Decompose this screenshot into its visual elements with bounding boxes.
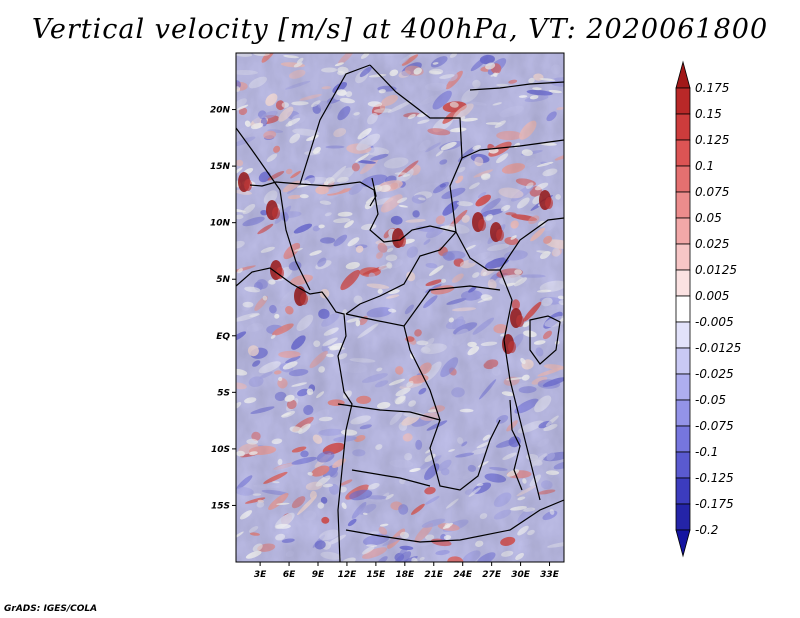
colorbar-swatch xyxy=(675,347,691,375)
lon-tick-label: 30E xyxy=(511,570,531,580)
lat-tick-label: 5N xyxy=(216,275,230,285)
colorbar-swatch xyxy=(675,60,691,89)
colorbar-swatch xyxy=(675,165,691,193)
colorbar-label: -0.05 xyxy=(695,393,726,407)
colorbar: 0.175 0.15 0.125 0.1 0.075 0.05 0.025 0.0125 0.0… xyxy=(675,60,741,558)
colorbar-swatch xyxy=(675,451,691,479)
colorbar-swatch xyxy=(675,399,691,427)
colorbar-swatch xyxy=(675,113,691,141)
map-panel: 20N 15N 10N 5N EQ 5S 10S 15S 3E 6E 9E 12E 15E 18E 21E… xyxy=(210,52,565,580)
lat-tick-label: EQ xyxy=(216,332,230,342)
colorbar-label: 0.1 xyxy=(695,159,714,173)
colorbar-label: -0.075 xyxy=(695,419,734,433)
colorbar-swatch xyxy=(675,295,691,323)
colorbar-swatch xyxy=(675,425,691,453)
map-title: Vertical velocity [m/s] at 400hPa, VT: 2… xyxy=(31,14,769,45)
colorbar-swatch xyxy=(675,243,691,271)
lon-tick-label: 15E xyxy=(367,570,387,580)
colorbar-label: -0.125 xyxy=(695,471,734,485)
colorbar-label: -0.2 xyxy=(695,523,718,537)
colorbar-label: 0.15 xyxy=(695,107,722,121)
latitude-axis: 20N 15N 10N 5N EQ 5S 10S 15S xyxy=(210,106,236,511)
colorbar-label: 0.05 xyxy=(695,211,722,225)
colorbar-swatch xyxy=(675,87,691,115)
colorbar-label: -0.175 xyxy=(695,497,734,511)
colorbar-label: 0.075 xyxy=(695,185,729,199)
colorbar-swatch xyxy=(675,529,691,558)
coastlines-borders xyxy=(236,64,564,562)
colorbar-swatch xyxy=(675,269,691,297)
lat-tick-label: 10S xyxy=(211,445,230,455)
map-frame xyxy=(235,52,565,563)
lat-tick-label: 15N xyxy=(210,162,231,172)
credit-label: GrADS: IGES/COLA xyxy=(4,604,98,614)
colorbar-label: -0.1 xyxy=(695,445,718,459)
colorbar-swatch xyxy=(675,477,691,505)
lat-tick-label: 20N xyxy=(210,106,231,116)
colorbar-swatch xyxy=(675,191,691,219)
lon-tick-label: 3E xyxy=(254,570,267,580)
lon-tick-label: 9E xyxy=(312,570,325,580)
colorbar-swatch xyxy=(675,139,691,167)
colorbar-label: 0.175 xyxy=(695,81,729,95)
colorbar-label: 0.025 xyxy=(695,237,729,251)
lon-tick-label: 33E xyxy=(540,570,560,580)
lon-tick-label: 27E xyxy=(482,570,502,580)
colorbar-swatch xyxy=(675,373,691,401)
longitude-axis: 3E 6E 9E 12E 15E 18E 21E 24E 27E 30E 33E xyxy=(254,562,560,580)
lat-tick-label: 10N xyxy=(210,219,231,229)
lon-tick-label: 24E xyxy=(453,570,473,580)
lat-tick-label: 15S xyxy=(211,501,230,511)
colorbar-swatch xyxy=(675,503,691,531)
lon-tick-label: 18E xyxy=(395,570,415,580)
colorbar-swatch xyxy=(675,217,691,245)
colorbar-label: 0.005 xyxy=(695,289,729,303)
colorbar-label: -0.0125 xyxy=(695,341,741,355)
lon-tick-label: 21E xyxy=(424,570,444,580)
lat-tick-label: 5S xyxy=(217,388,230,398)
colorbar-label: -0.025 xyxy=(695,367,734,381)
colorbar-label: -0.005 xyxy=(695,315,734,329)
lon-tick-label: 6E xyxy=(283,570,296,580)
colorbar-swatch xyxy=(675,321,691,349)
colorbar-label: 0.0125 xyxy=(695,263,737,277)
lon-tick-label: 12E xyxy=(338,570,358,580)
colorbar-label: 0.125 xyxy=(695,133,729,147)
